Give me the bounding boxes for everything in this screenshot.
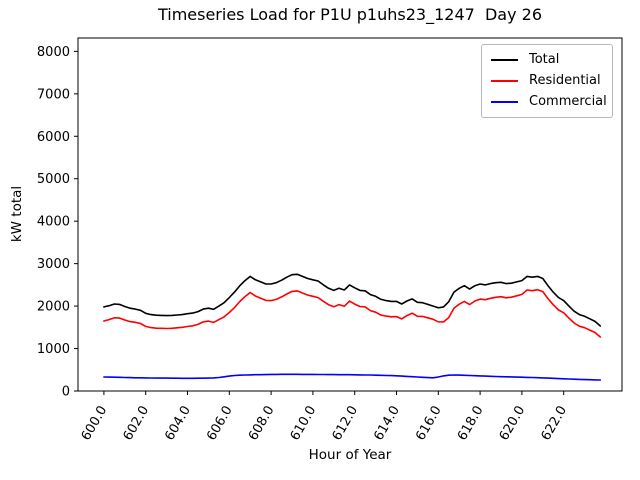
x-tick-label: 614.0 — [371, 404, 403, 444]
x-tick-label: 612.0 — [330, 404, 362, 444]
y-tick-label: 5000 — [37, 172, 70, 187]
y-tick-label: 1000 — [37, 342, 70, 357]
x-tick-label: 600.0 — [79, 404, 111, 444]
y-axis-label: kW total — [9, 186, 25, 242]
legend-label: Commercial — [529, 94, 607, 109]
legend-item-commercial: Commercial — [491, 95, 607, 109]
series-residential-line — [103, 288, 602, 338]
y-tick-label: 7000 — [37, 87, 70, 102]
y-tick-label: 4000 — [37, 215, 70, 230]
chart-title: Timeseries Load for P1U p1uhs23_1247 Day… — [157, 5, 543, 24]
y-tick-label: 8000 — [37, 45, 70, 60]
y-tick-label: 6000 — [37, 130, 70, 145]
series-commercial-line — [103, 373, 602, 381]
legend-line-swatch — [491, 80, 518, 82]
x-tick-label: 602.0 — [121, 404, 153, 444]
legend-label: Total — [529, 52, 560, 67]
y-tick-label: 2000 — [37, 300, 70, 315]
y-tick-label: 0 — [62, 385, 70, 400]
legend-label: Residential — [529, 73, 601, 88]
legend-line-swatch — [491, 101, 518, 103]
legend-item-residential: Residential — [491, 74, 603, 88]
series-total-line — [103, 273, 602, 327]
x-tick-label: 610.0 — [288, 404, 320, 444]
x-tick-label: 608.0 — [246, 404, 278, 444]
legend-item-total: Total — [491, 53, 603, 67]
x-tick-label: 622.0 — [539, 404, 571, 444]
legend: Total Residential Commercial — [481, 44, 613, 118]
axes-spines — [77, 37, 623, 392]
x-tick-label: 606.0 — [204, 404, 236, 444]
y-tick-label: 3000 — [37, 257, 70, 272]
x-tick-label: 604.0 — [162, 404, 194, 444]
x-tick-label: 618.0 — [455, 404, 487, 444]
x-axis-label: Hour of Year — [309, 447, 392, 463]
x-tick-label: 616.0 — [413, 404, 445, 444]
legend-line-swatch — [491, 59, 518, 61]
x-tick-label: 620.0 — [497, 404, 529, 444]
